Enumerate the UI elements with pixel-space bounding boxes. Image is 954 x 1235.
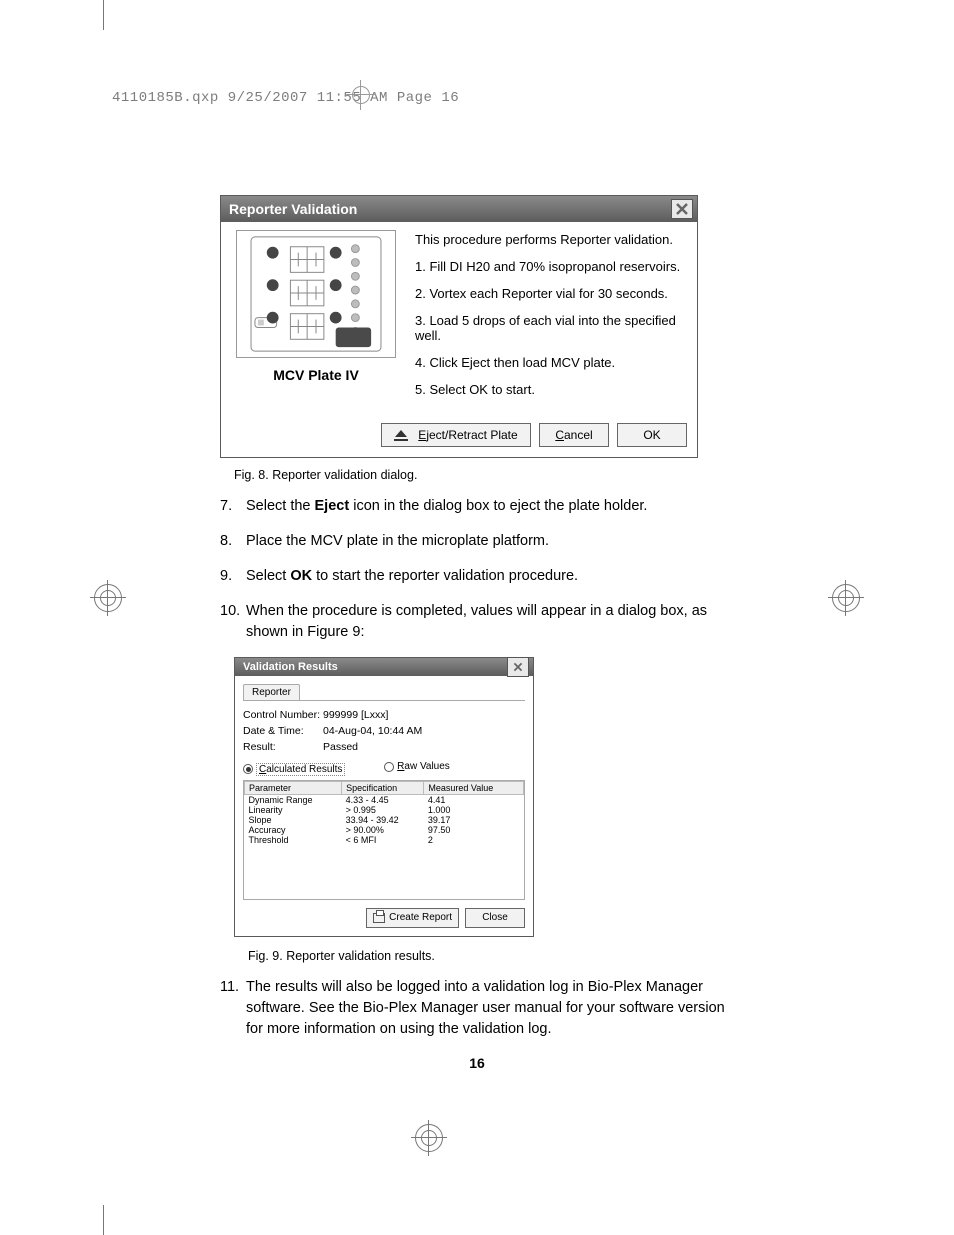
table-row: Accuracy> 90.00%97.50 [245, 825, 524, 835]
ok-button[interactable]: OK [617, 423, 687, 447]
dialog-step-line: 4. Click Eject then load MCV plate. [415, 355, 687, 370]
dialog-titlebar: Validation Results [235, 658, 533, 676]
registration-mark-bottom [411, 1120, 447, 1156]
dialog-step-line: 2. Vortex each Reporter vial for 30 seco… [415, 286, 687, 301]
table-row: Linearity> 0.9951.000 [245, 805, 524, 815]
registration-mark-right [828, 580, 864, 616]
dialog-button-bar: Create Report Close [235, 904, 533, 936]
plate-column: MCV Plate IV [231, 230, 401, 409]
instruction-steps: 11.The results will also be logged into … [220, 977, 740, 1040]
registration-mark-left [90, 580, 126, 616]
dialog-step-line: 5. Select OK to start. [415, 382, 687, 397]
close-icon [513, 662, 523, 672]
page-header-meta: 4110185B.qxp 9/25/2007 11:55 AM Page 16 [112, 90, 459, 106]
dialog-titlebar: Reporter Validation [221, 196, 697, 222]
results-table-container: ParameterSpecificationMeasured Value Dyn… [243, 780, 525, 900]
cancel-button[interactable]: Cancel [539, 423, 609, 447]
step-item: 8.Place the MCV plate in the microplate … [220, 531, 740, 552]
date-time-label: Date & Time: [243, 725, 323, 737]
dialog-steps: This procedure performs Reporter validat… [415, 232, 687, 409]
dialog-title: Reporter Validation [229, 201, 357, 217]
crop-mark [103, 0, 104, 30]
dialog-button-bar: Eject/Retract Plate Cancel OK [221, 417, 697, 457]
radio-calculated-results[interactable]: Calculated Results [243, 763, 345, 776]
step-item: 7.Select the Eject icon in the dialog bo… [220, 496, 740, 517]
close-button[interactable] [671, 199, 693, 219]
tab-bar: Reporter [243, 684, 525, 701]
figure-9-caption: Fig. 9. Reporter validation results. [248, 949, 740, 963]
page-number: 16 [0, 1055, 954, 1071]
result-label: Result: [243, 741, 323, 753]
eject-icon [394, 430, 408, 441]
plate-caption: MCV Plate IV [231, 367, 401, 383]
page: 4110185B.qxp 9/25/2007 11:55 AM Page 16 … [0, 0, 954, 1235]
step-item: 10.When the procedure is completed, valu… [220, 601, 740, 643]
printer-icon [373, 913, 385, 923]
mcv-plate-diagram [236, 230, 396, 358]
radio-raw-values[interactable]: Raw Values [384, 761, 450, 772]
step-item: 11.The results will also be logged into … [220, 977, 740, 1040]
date-time-value: 04-Aug-04, 10:44 AM [323, 725, 422, 737]
table-row: Dynamic Range4.33 - 4.454.41 [245, 794, 524, 805]
table-row: Slope33.94 - 39.4239.17 [245, 815, 524, 825]
step-item: 9.Select OK to start the reporter valida… [220, 566, 740, 587]
reporter-validation-dialog: Reporter Validation MCV Plate IV This pr… [220, 195, 698, 458]
figure-8-caption: Fig. 8. Reporter validation dialog. [234, 468, 740, 482]
control-number-value: 999999 [Lxxx] [323, 709, 388, 721]
control-number-label: Control Number: [243, 709, 323, 721]
dialog-step-line: 1. Fill DI H20 and 70% isopropanol reser… [415, 259, 687, 274]
eject-retract-plate-button[interactable]: Eject/Retract Plate [381, 423, 531, 447]
close-button[interactable] [507, 657, 529, 677]
results-table: ParameterSpecificationMeasured Value Dyn… [244, 781, 524, 845]
content-column: Reporter Validation MCV Plate IV This pr… [220, 195, 740, 1054]
crop-mark [103, 1205, 104, 1235]
close-icon [675, 202, 689, 216]
validation-results-dialog: Validation Results Reporter Control Numb… [234, 657, 534, 937]
radio-group: Calculated Results Raw Values [243, 761, 525, 776]
table-row: Threshold< 6 MFI2 [245, 835, 524, 845]
dialog-step-line: 3. Load 5 drops of each vial into the sp… [415, 313, 687, 343]
dialog-intro: This procedure performs Reporter validat… [415, 232, 687, 247]
create-report-button[interactable]: Create Report [366, 908, 459, 928]
header-registration-mark [346, 80, 376, 110]
instruction-steps: 7.Select the Eject icon in the dialog bo… [220, 496, 740, 643]
result-value: Passed [323, 741, 358, 753]
tab-reporter[interactable]: Reporter [243, 684, 300, 700]
dialog-title: Validation Results [243, 661, 338, 673]
close-button[interactable]: Close [465, 908, 525, 928]
